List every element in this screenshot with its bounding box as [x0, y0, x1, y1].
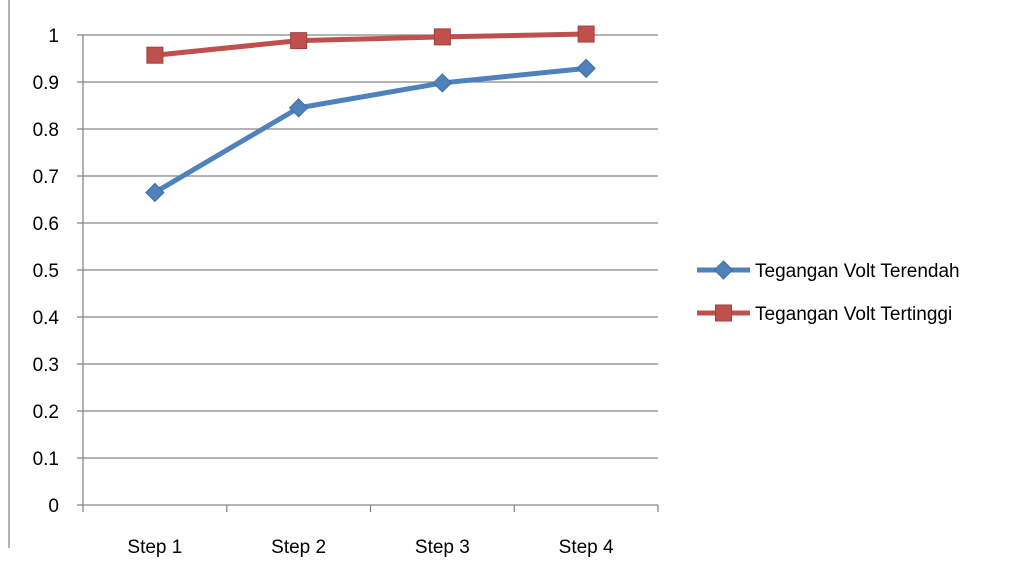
x-tick-label: Step 4: [559, 537, 614, 558]
legend-label: Tegangan Volt Terendah: [755, 261, 960, 282]
series-1-point: [432, 73, 453, 93]
series-line-2: [154, 31, 587, 58]
series-group: [145, 25, 596, 203]
y-gridlines: [83, 34, 658, 459]
y-tick-label: 0.8: [33, 120, 59, 141]
y-tick-label: 0: [48, 496, 59, 517]
y-tick-label: 1: [48, 26, 59, 47]
series-2-point: [146, 46, 164, 64]
series-1-point: [145, 182, 165, 203]
legend: Tegangan Volt Terendah Tegangan Volt Tert…: [697, 260, 960, 325]
legend-label: Tegangan Volt Tertinggi: [755, 304, 952, 325]
series-line-1: [153, 65, 587, 195]
y-tick-label: 0.7: [33, 167, 59, 188]
axes: [77, 34, 659, 512]
y-tick-label: 0.3: [33, 355, 59, 376]
x-tick-label: Step 1: [127, 537, 182, 558]
series-1-point: [576, 58, 596, 79]
series-2-point: [290, 32, 308, 50]
y-tick-label: 0.9: [33, 73, 59, 94]
y-tick-label: 0.2: [33, 402, 59, 423]
legend-marker: [715, 304, 732, 322]
x-tick-label: Step 3: [415, 537, 470, 558]
series-2-point: [577, 25, 595, 43]
y-tick-label: 0.4: [33, 308, 60, 329]
y-tick-label: 0.5: [33, 261, 59, 282]
x-tick-labels: Step 1 Step 2 Step 3 Step 4: [127, 537, 614, 558]
y-tick-label: 0.6: [33, 214, 59, 235]
series-2-point: [433, 28, 451, 46]
y-tick-labels: 0 0.1 0.2 0.3 0.4 0.5 0.6 0.7 0.8 0.9 1: [33, 26, 60, 517]
x-tick-label: Step 2: [271, 537, 326, 558]
legend-marker: [713, 260, 734, 280]
y-tick-label: 0.1: [33, 449, 59, 470]
series-1-point: [288, 98, 309, 118]
